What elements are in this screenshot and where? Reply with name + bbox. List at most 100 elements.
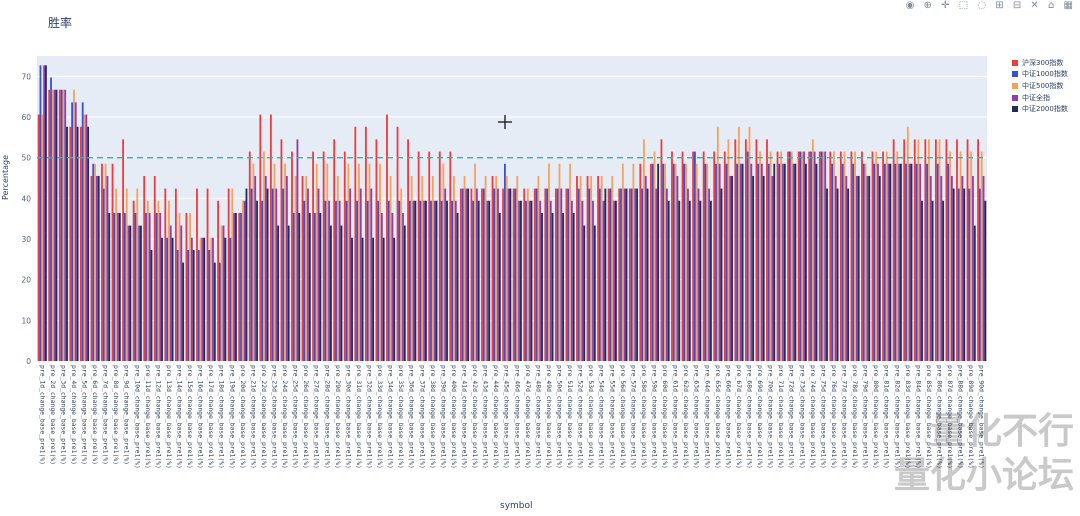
bar[interactable]: [449, 151, 452, 361]
bar[interactable]: [264, 175, 267, 361]
bar[interactable]: [199, 237, 202, 361]
bar[interactable]: [474, 163, 476, 361]
plotly-logo-icon[interactable]: ▦: [1063, 0, 1076, 11]
bar[interactable]: [877, 163, 879, 361]
bar[interactable]: [386, 114, 388, 361]
bar[interactable]: [875, 151, 878, 361]
bar[interactable]: [908, 163, 911, 361]
bar[interactable]: [189, 212, 191, 361]
bar[interactable]: [913, 139, 916, 361]
bar[interactable]: [630, 188, 633, 361]
bar[interactable]: [498, 212, 501, 361]
bar[interactable]: [166, 237, 169, 361]
bar[interactable]: [150, 249, 153, 361]
bar[interactable]: [414, 200, 417, 361]
bar[interactable]: [966, 139, 969, 361]
bar[interactable]: [486, 200, 489, 361]
bar[interactable]: [977, 139, 979, 361]
bar[interactable]: [655, 188, 658, 361]
bar[interactable]: [400, 188, 403, 361]
bar[interactable]: [505, 175, 508, 361]
zoom-icon[interactable]: ⊕: [923, 0, 935, 11]
bar[interactable]: [514, 188, 517, 361]
bar[interactable]: [317, 188, 320, 361]
bar[interactable]: [671, 151, 673, 361]
bar[interactable]: [459, 188, 462, 361]
bar[interactable]: [900, 163, 902, 361]
bar[interactable]: [389, 175, 392, 361]
bar[interactable]: [570, 200, 573, 361]
bar[interactable]: [169, 225, 172, 361]
bar[interactable]: [845, 175, 848, 361]
bar[interactable]: [146, 200, 149, 361]
bar[interactable]: [351, 237, 353, 361]
bar[interactable]: [771, 175, 774, 361]
bar[interactable]: [115, 188, 118, 361]
pan-icon[interactable]: ✛: [941, 0, 953, 11]
bar[interactable]: [702, 151, 705, 361]
bar[interactable]: [822, 151, 825, 361]
bar[interactable]: [271, 188, 274, 361]
bar[interactable]: [836, 188, 839, 361]
bar[interactable]: [857, 175, 860, 361]
bar[interactable]: [632, 163, 635, 361]
bar[interactable]: [94, 163, 96, 361]
bar[interactable]: [546, 188, 549, 361]
bar[interactable]: [755, 139, 758, 361]
bar[interactable]: [409, 200, 411, 361]
bar[interactable]: [442, 163, 445, 361]
bar[interactable]: [127, 225, 130, 361]
bar[interactable]: [882, 151, 884, 361]
bar[interactable]: [760, 163, 763, 361]
bar[interactable]: [512, 188, 515, 361]
bar[interactable]: [391, 212, 394, 361]
bar[interactable]: [269, 114, 272, 361]
bar[interactable]: [73, 89, 75, 361]
bar[interactable]: [69, 126, 72, 361]
bar[interactable]: [718, 163, 721, 361]
bar[interactable]: [577, 188, 580, 361]
bar[interactable]: [134, 212, 137, 361]
legend-item[interactable]: 中证全指: [1012, 92, 1068, 104]
bar[interactable]: [600, 175, 603, 361]
bar[interactable]: [301, 175, 304, 361]
bar[interactable]: [64, 89, 67, 361]
bar[interactable]: [829, 151, 832, 361]
bar[interactable]: [229, 237, 232, 361]
camera-icon[interactable]: ◉: [905, 0, 918, 11]
bar[interactable]: [157, 200, 160, 361]
bar[interactable]: [108, 212, 111, 361]
bar[interactable]: [231, 188, 234, 361]
bar[interactable]: [736, 163, 739, 361]
bar[interactable]: [586, 175, 589, 361]
bar[interactable]: [359, 188, 362, 361]
bar[interactable]: [454, 200, 457, 361]
bar[interactable]: [256, 200, 258, 361]
bar[interactable]: [122, 139, 124, 361]
bar[interactable]: [956, 139, 958, 361]
bar[interactable]: [750, 163, 753, 361]
bar[interactable]: [588, 188, 591, 361]
bar[interactable]: [780, 151, 783, 361]
bar[interactable]: [241, 200, 244, 361]
bar[interactable]: [475, 188, 478, 361]
bar[interactable]: [161, 237, 163, 361]
bar[interactable]: [787, 151, 789, 361]
bar[interactable]: [477, 200, 480, 361]
bar[interactable]: [599, 188, 601, 361]
bar[interactable]: [621, 163, 624, 361]
legend-item[interactable]: 中证1000指数: [1012, 69, 1068, 81]
bar[interactable]: [366, 200, 369, 361]
bar[interactable]: [921, 200, 923, 361]
bar[interactable]: [438, 151, 441, 361]
bar[interactable]: [235, 212, 237, 361]
bar[interactable]: [379, 163, 381, 361]
bar[interactable]: [834, 175, 837, 361]
bar[interactable]: [210, 237, 213, 361]
bar[interactable]: [581, 200, 584, 361]
bar[interactable]: [190, 237, 193, 361]
bar[interactable]: [340, 225, 343, 361]
bar[interactable]: [767, 163, 770, 361]
bar[interactable]: [565, 188, 568, 361]
